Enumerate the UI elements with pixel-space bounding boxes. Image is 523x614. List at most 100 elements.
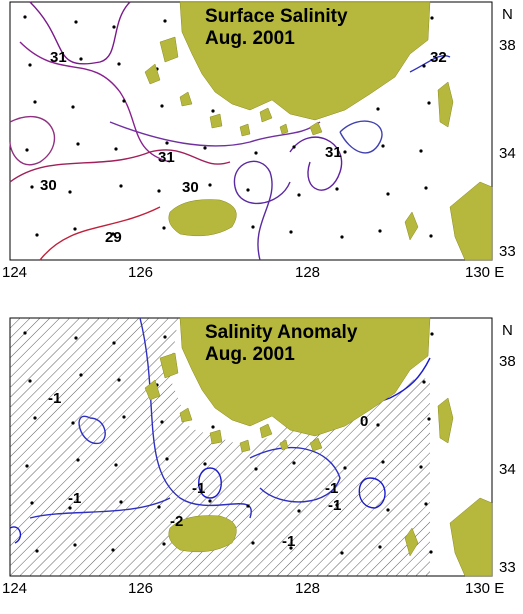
station-dot (157, 189, 161, 193)
contour-line (358, 477, 386, 509)
x-axis-label: 124 (2, 264, 27, 281)
station-dot (74, 20, 78, 24)
station-dot (160, 420, 164, 424)
station-dot (254, 467, 258, 471)
panel-title: Aug. 2001 (205, 344, 295, 365)
station-dot (28, 379, 32, 383)
contour-label: -1 (328, 497, 341, 514)
station-dot (386, 508, 390, 512)
y-axis-label: 33 (499, 243, 516, 260)
station-dot (76, 458, 80, 462)
contour-line (19, 41, 171, 163)
station-dot (71, 105, 75, 109)
contour-line (139, 317, 252, 519)
station-dot (25, 148, 29, 152)
land (179, 1, 431, 121)
land (437, 81, 454, 128)
station-dot (424, 186, 428, 190)
contour-label: 29 (105, 229, 122, 246)
panel-title: Salinity Anomaly (205, 322, 358, 343)
x-axis-label: 126 (128, 264, 153, 281)
station-dot (117, 62, 121, 66)
contour-label: 0 (360, 413, 368, 430)
station-dot (79, 57, 83, 61)
contour-line (409, 55, 451, 73)
station-dot (203, 146, 207, 150)
station-dot (378, 229, 382, 233)
contour-label: -1 (325, 480, 338, 497)
station-dot (122, 99, 126, 103)
land (209, 429, 223, 445)
contour-line (9, 115, 56, 166)
panel-title: Surface Salinity (205, 6, 348, 27)
land (449, 181, 493, 261)
station-dot (114, 147, 118, 151)
y-axis-label: 38 (499, 37, 516, 54)
y-axis-label: 33 (499, 559, 516, 576)
station-dot (292, 461, 296, 465)
land (279, 123, 289, 135)
y-axis-label: N (502, 6, 513, 23)
station-dot (122, 415, 126, 419)
land (168, 515, 237, 553)
station-dot (28, 63, 32, 67)
station-dot (23, 331, 27, 335)
station-dot (289, 230, 293, 234)
station-dot (427, 417, 431, 421)
land (209, 113, 223, 129)
station-dot (335, 187, 339, 191)
land (404, 527, 419, 557)
station-dot (163, 19, 167, 23)
x-axis-label: 128 (295, 264, 320, 281)
station-dot (74, 336, 78, 340)
anomaly-hatch (10, 318, 430, 576)
station-dot (429, 550, 433, 554)
station-dot (289, 546, 293, 550)
station-dot (157, 505, 161, 509)
station-dot (117, 378, 121, 382)
contour-label: -1 (192, 480, 205, 497)
land (437, 397, 454, 444)
contour-line (29, 1, 131, 65)
land (239, 123, 251, 137)
contour-label: -1 (282, 533, 295, 550)
station-dot (340, 551, 344, 555)
land (144, 379, 161, 401)
station-dot (35, 549, 39, 553)
contour-line (78, 415, 106, 444)
station-dot (203, 462, 207, 466)
contour-line (109, 121, 321, 147)
station-dot (419, 149, 423, 153)
station-dot (73, 543, 77, 547)
contour-label: 31 (325, 144, 342, 161)
contour-label: 30 (182, 179, 199, 196)
contour-line (29, 497, 171, 519)
land (179, 317, 431, 437)
x-axis-label: 130 E (465, 580, 504, 597)
station-dot (297, 193, 301, 197)
x-axis-label: 124 (2, 580, 27, 597)
station-dot (386, 192, 390, 196)
station-dot (343, 466, 347, 470)
station-dot (23, 15, 27, 19)
contour-line (289, 136, 343, 191)
contour-line (233, 160, 291, 261)
contour-label: 31 (158, 149, 175, 166)
y-axis-label: N (502, 322, 513, 339)
station-dot (111, 548, 115, 552)
land (179, 407, 193, 423)
station-dot (427, 101, 431, 105)
land (168, 199, 237, 237)
x-axis-label: 128 (295, 580, 320, 597)
station-dot (73, 227, 77, 231)
y-axis-label: 38 (499, 353, 516, 370)
station-dot (35, 233, 39, 237)
land (279, 439, 289, 451)
station-dot (211, 109, 215, 113)
station-dot (165, 141, 169, 145)
land (309, 121, 323, 136)
y-axis-label: 34 (499, 145, 516, 162)
station-dot (251, 541, 255, 545)
